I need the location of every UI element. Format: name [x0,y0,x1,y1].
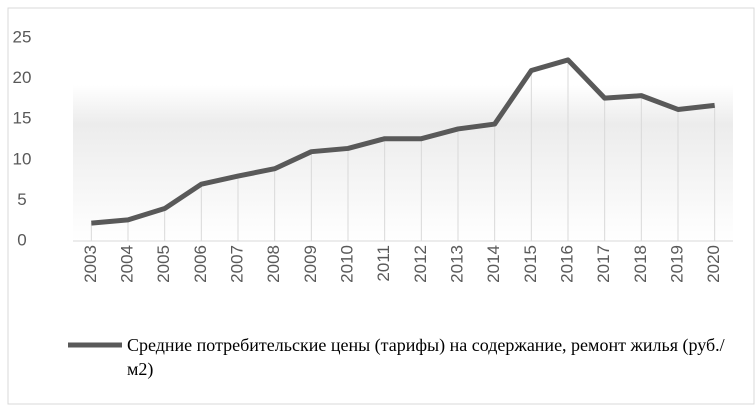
x-tick-label: 2018 [631,245,650,283]
x-tick-label: 2016 [557,245,576,283]
plot-background [73,85,733,241]
x-tick-label: 2012 [411,245,430,283]
y-tick-label: 20 [13,68,32,87]
x-tick-label: 2003 [81,245,100,283]
legend-label: Средние потребительские цены (тарифы) на… [127,335,725,379]
x-tick-label: 2008 [264,245,283,283]
x-tick-label: 2006 [191,245,210,283]
x-tick-label: 2005 [154,245,173,283]
y-tick-label: 10 [13,149,32,168]
x-tick-label: 2015 [521,245,540,283]
y-tick-label: 15 [13,109,32,128]
x-tick-label: 2013 [447,245,466,283]
y-tick-label: 0 [17,230,26,249]
x-tick-label: 2004 [117,245,136,283]
chart-frame [7,7,755,405]
x-tick-label: 2019 [667,245,686,283]
series-line [91,57,715,226]
x-tick-label: 2007 [227,245,246,283]
y-tick-label: 5 [17,190,26,209]
x-tick-label: 2009 [301,245,320,283]
x-tick-label: 2010 [337,245,356,283]
x-tick-label: 2014 [484,245,503,283]
x-tick-label: 2017 [594,245,613,283]
x-tick-label: 2020 [704,245,723,283]
y-tick-label: 25 [13,27,32,46]
x-tick-label: 2011 [374,245,393,282]
